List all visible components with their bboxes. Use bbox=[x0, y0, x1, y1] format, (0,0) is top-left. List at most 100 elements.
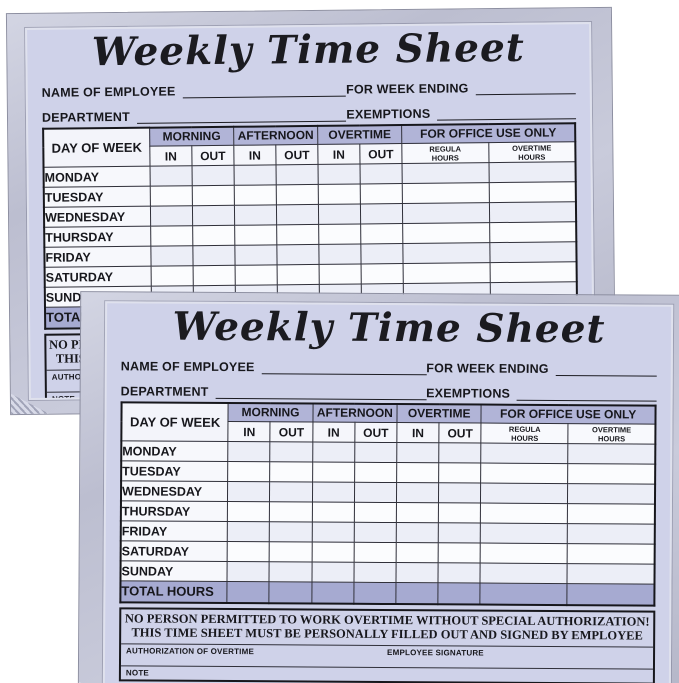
time-entry-cell bbox=[275, 164, 319, 186]
time-entry-cell bbox=[228, 441, 271, 462]
for-week-ending-field: FOR WEEK ENDING bbox=[426, 360, 657, 377]
time-entry-cell bbox=[396, 442, 440, 463]
time-entry-cell bbox=[227, 521, 270, 542]
morning-in-header: IN bbox=[149, 145, 192, 167]
time-entry-cell bbox=[192, 205, 235, 226]
overtime-header: OVERTIME bbox=[317, 124, 402, 145]
time-entry-cell bbox=[318, 184, 361, 205]
time-entry-cell bbox=[318, 244, 362, 265]
for-week-ending-label: FOR WEEK ENDING bbox=[346, 81, 469, 97]
time-entry-cell bbox=[191, 165, 235, 186]
overtime-out-header: OUT bbox=[359, 143, 403, 165]
total-hours-label: TOTAL HOURS bbox=[120, 581, 228, 603]
time-entry-cell bbox=[150, 225, 193, 247]
time-entry-cell bbox=[353, 542, 397, 563]
time-entry-cell bbox=[227, 481, 271, 502]
overtime-hours-header: OVERTIME HOURS bbox=[568, 423, 656, 445]
time-entry-cell bbox=[438, 562, 481, 584]
time-entry-cell bbox=[269, 501, 313, 523]
for-week-ending-field: FOR WEEK ENDING bbox=[346, 78, 576, 97]
total-entry-cell bbox=[311, 582, 354, 604]
time-entry-cell bbox=[402, 162, 489, 184]
afternoon-in-header: IN bbox=[312, 422, 355, 443]
time-entry-cell bbox=[402, 202, 490, 224]
footer-box: NO PERSON PERMITTED TO WORK OVERTIME WIT… bbox=[118, 607, 656, 683]
regular-hours-header: REGULA HOURS bbox=[401, 142, 489, 164]
day-label: MONDAY bbox=[121, 441, 229, 462]
time-entry-cell bbox=[567, 463, 656, 485]
overtime-notice: NO PERSON PERMITTED TO WORK OVERTIME WIT… bbox=[121, 609, 654, 648]
time-entry-cell bbox=[269, 521, 313, 543]
time-entry-cell bbox=[192, 225, 235, 246]
time-entry-cell bbox=[360, 223, 403, 245]
time-entry-cell bbox=[480, 483, 568, 504]
name-of-employee-field: NAME OF EMPLOYEE bbox=[121, 358, 427, 375]
time-entry-cell bbox=[269, 561, 312, 583]
afternoon-out-header: OUT bbox=[275, 144, 318, 166]
department-label: DEPARTMENT bbox=[120, 384, 209, 399]
time-entry-cell bbox=[480, 543, 568, 564]
time-entry-cell bbox=[276, 244, 320, 266]
exemptions-label: EXEMPTIONS bbox=[426, 385, 511, 401]
day-label: SUNDAY bbox=[120, 561, 228, 582]
day-label: THURSDAY bbox=[44, 226, 151, 248]
day-label: SATURDAY bbox=[44, 266, 152, 288]
time-entry-cell bbox=[270, 461, 313, 483]
day-label: THURSDAY bbox=[120, 501, 228, 522]
total-entry-cell bbox=[227, 581, 270, 603]
time-entry-cell bbox=[354, 502, 397, 523]
day-label: FRIDAY bbox=[120, 521, 228, 542]
total-hours-row: TOTAL HOURS bbox=[120, 581, 655, 606]
overtime-in-header: IN bbox=[396, 422, 440, 443]
time-entry-cell bbox=[150, 185, 193, 207]
time-entry-cell bbox=[481, 443, 569, 464]
time-entry-cell bbox=[480, 463, 569, 484]
time-entry-cell bbox=[192, 265, 236, 286]
time-entry-cell bbox=[480, 563, 568, 584]
time-entry-cell bbox=[438, 462, 482, 484]
time-entry-cell bbox=[311, 542, 355, 563]
total-entry-cell bbox=[567, 583, 655, 606]
department-line bbox=[136, 106, 347, 124]
morning-out-header: OUT bbox=[191, 145, 234, 166]
time-entry-cell bbox=[150, 265, 194, 287]
time-entry-cell bbox=[396, 542, 439, 563]
time-entry-cell bbox=[149, 165, 193, 187]
time-entry-cell bbox=[233, 165, 277, 186]
employee-signature-label: EMPLOYEE SIGNATURE bbox=[387, 648, 484, 658]
time-entry-cell bbox=[235, 265, 278, 286]
time-entry-cell bbox=[319, 264, 362, 285]
name-of-employee-label: NAME OF EMPLOYEE bbox=[41, 84, 176, 100]
time-entry-cell bbox=[402, 182, 490, 204]
time-entry-cell bbox=[361, 263, 404, 285]
employee-week-row: NAME OF EMPLOYEE FOR WEEK ENDING bbox=[41, 72, 576, 100]
office-use-header: FOR OFFICE USE ONLY bbox=[481, 404, 656, 425]
time-entry-cell bbox=[360, 183, 403, 205]
department-field: DEPARTMENT bbox=[42, 106, 347, 124]
time-entry-cell bbox=[402, 222, 490, 244]
morning-header: MORNING bbox=[149, 126, 234, 147]
time-entry-cell bbox=[360, 243, 404, 265]
form-title: Weekly Time Sheet bbox=[91, 24, 526, 76]
time-entry-cell bbox=[438, 442, 482, 464]
notice-line-2: THIS TIME SHEET MUST BE PERSONALLY FILLE… bbox=[131, 625, 643, 643]
department-label: DEPARTMENT bbox=[41, 109, 130, 125]
total-entry-cell bbox=[395, 582, 439, 604]
time-entry-cell bbox=[395, 562, 439, 583]
time-entry-cell bbox=[403, 262, 490, 284]
time-entry-cell bbox=[354, 462, 397, 483]
time-entry-cell bbox=[396, 522, 439, 543]
time-entry-cell bbox=[438, 542, 481, 564]
time-entry-cell bbox=[396, 462, 439, 483]
time-entry-cell bbox=[438, 502, 481, 524]
time-entry-cell bbox=[488, 161, 576, 183]
time-entry-cell bbox=[192, 245, 236, 266]
weekly-time-sheet-form: Weekly Time Sheet NAME OF EMPLOYEE FOR W… bbox=[105, 303, 671, 683]
day-label: MONDAY bbox=[43, 166, 151, 188]
day-label: TUESDAY bbox=[43, 186, 151, 208]
morning-out-header: OUT bbox=[270, 421, 313, 443]
time-entry-cell bbox=[354, 522, 397, 543]
morning-header: MORNING bbox=[228, 402, 313, 423]
time-entry-cell bbox=[227, 501, 270, 522]
